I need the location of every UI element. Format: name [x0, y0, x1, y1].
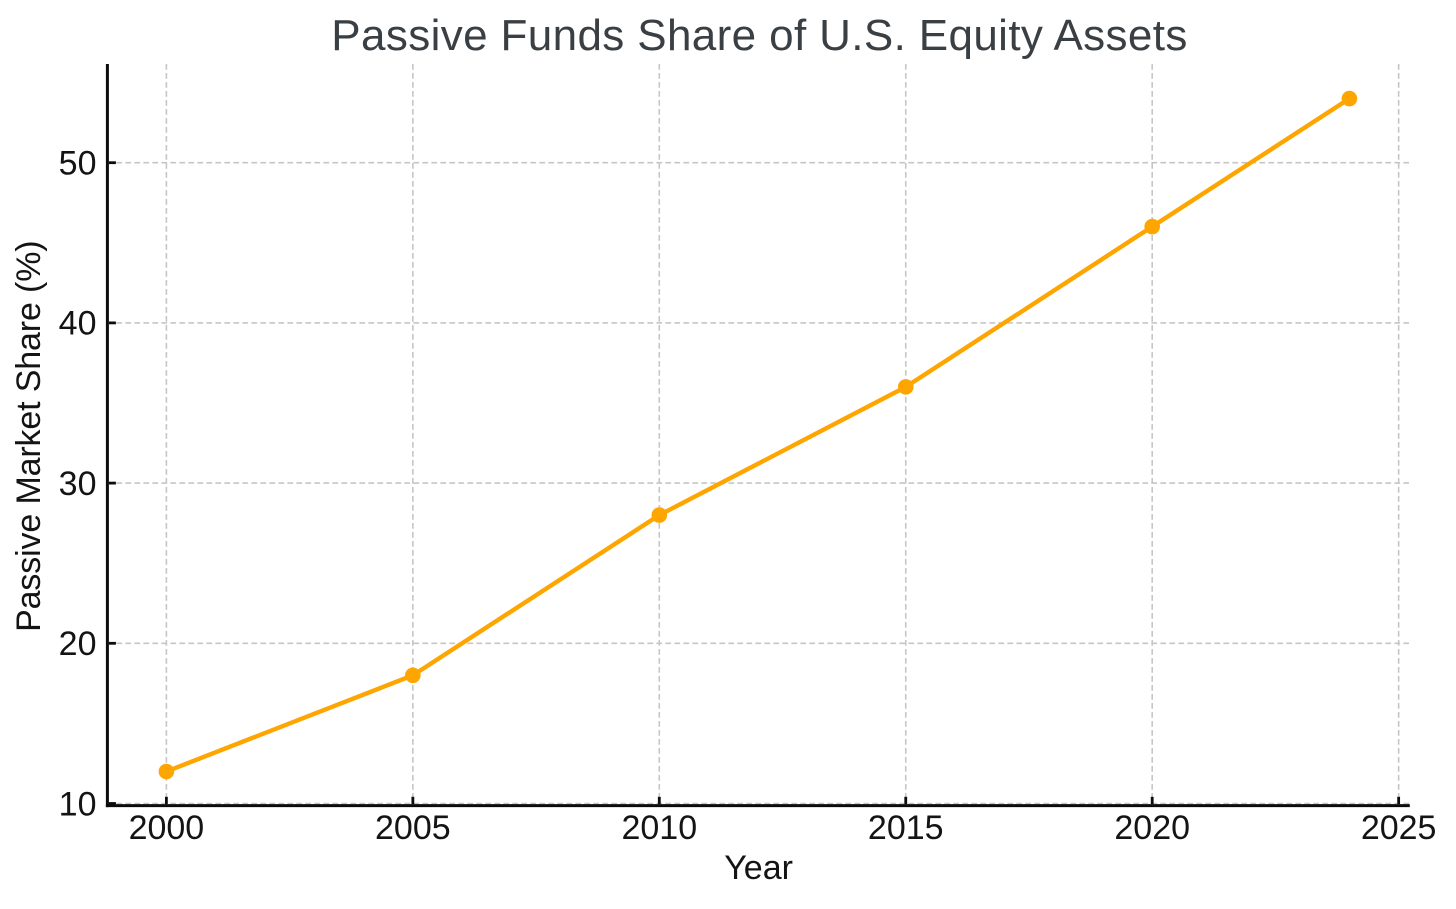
svg-text:2000: 2000 — [129, 809, 205, 847]
svg-text:20: 20 — [59, 625, 97, 663]
svg-text:2020: 2020 — [1114, 809, 1190, 847]
svg-text:Passive Market Share (%): Passive Market Share (%) — [10, 241, 48, 632]
svg-text:2010: 2010 — [621, 809, 697, 847]
svg-text:Passive Funds Share of U.S. Eq: Passive Funds Share of U.S. Equity Asset… — [331, 11, 1187, 60]
svg-text:Year: Year — [724, 849, 793, 887]
svg-text:40: 40 — [59, 305, 97, 343]
svg-text:2005: 2005 — [375, 809, 451, 847]
svg-text:50: 50 — [59, 145, 97, 183]
svg-text:10: 10 — [59, 785, 97, 823]
svg-text:2025: 2025 — [1361, 809, 1437, 847]
svg-text:30: 30 — [59, 465, 97, 503]
svg-text:2015: 2015 — [868, 809, 944, 847]
